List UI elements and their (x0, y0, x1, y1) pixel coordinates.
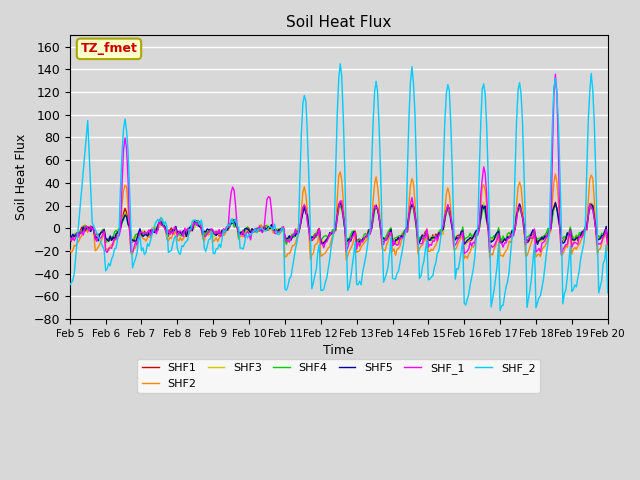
SHF5 (81, 228, 88, 233)
SHF4 (374, 205, 381, 211)
SHF5 (166, 229, 173, 235)
SHF1 (66, 234, 74, 240)
SHF1 (388, 243, 396, 249)
SHF_2 (374, 89, 381, 95)
SHF5 (540, 237, 547, 242)
X-axis label: Time: Time (323, 344, 354, 357)
SHF_1 (81, 227, 88, 232)
SHF4 (166, 230, 173, 236)
SHF_1 (538, 240, 546, 246)
SHF_1 (66, 235, 74, 241)
SHF_2 (404, 166, 412, 171)
SHF5 (392, 238, 399, 243)
SHF4 (404, 227, 412, 233)
SHF2 (66, 247, 74, 252)
SHF2 (405, 201, 413, 206)
SHF3 (66, 235, 74, 241)
SHF_1 (604, 241, 612, 247)
SHF2 (604, 248, 612, 253)
SHF1 (166, 228, 173, 233)
SHF4 (604, 234, 612, 240)
SHF_1 (402, 228, 410, 233)
SHF3 (604, 235, 612, 241)
SHF4 (392, 235, 399, 240)
Text: TZ_fmet: TZ_fmet (81, 42, 138, 55)
SHF1 (81, 228, 88, 234)
SHF5 (604, 240, 612, 245)
SHF3 (392, 241, 399, 247)
SHF_2 (81, 152, 88, 157)
Line: SHF1: SHF1 (70, 202, 608, 246)
SHF_1 (552, 72, 559, 77)
SHF_2 (166, 249, 173, 254)
SHF_2 (337, 61, 344, 67)
Line: SHF5: SHF5 (70, 203, 608, 245)
SHF_2 (392, 276, 399, 282)
SHF4 (588, 202, 595, 207)
SHF_1 (390, 238, 398, 243)
SHF5 (66, 233, 74, 239)
SHF3 (356, 245, 364, 251)
SHF3 (81, 221, 88, 227)
Line: SHF_1: SHF_1 (70, 74, 608, 254)
SHF1 (393, 239, 401, 244)
SHF3 (480, 199, 488, 205)
SHF_1 (557, 251, 565, 257)
SHF1 (405, 213, 413, 218)
Y-axis label: Soil Heat Flux: Soil Heat Flux (15, 134, 28, 220)
SHF_2 (604, 290, 612, 296)
Line: SHF3: SHF3 (70, 202, 608, 248)
SHF5 (404, 223, 412, 228)
SHF_1 (166, 231, 173, 237)
SHF4 (66, 238, 74, 244)
Line: SHF_2: SHF_2 (70, 64, 608, 311)
SHF4 (540, 235, 547, 240)
SHF1 (337, 199, 344, 205)
SHF_1 (372, 205, 380, 211)
SHF_2 (496, 308, 504, 313)
SHF_2 (66, 282, 74, 288)
SHF1 (604, 235, 612, 241)
SHF3 (166, 232, 173, 238)
SHF5 (552, 200, 559, 206)
SHF3 (404, 228, 412, 234)
SHF2 (541, 243, 548, 249)
Line: SHF2: SHF2 (70, 172, 608, 260)
SHF_2 (541, 264, 548, 270)
Legend: SHF1, SHF2, SHF3, SHF4, SHF5, SHF_1, SHF_2: SHF1, SHF2, SHF3, SHF4, SHF5, SHF_1, SHF… (138, 359, 540, 393)
SHF1 (374, 206, 381, 212)
SHF3 (541, 233, 548, 239)
Title: Soil Heat Flux: Soil Heat Flux (286, 15, 392, 30)
SHF2 (166, 235, 173, 240)
SHF4 (81, 223, 88, 228)
SHF2 (81, 226, 88, 232)
Line: SHF4: SHF4 (70, 204, 608, 244)
SHF1 (541, 233, 548, 239)
SHF2 (342, 257, 350, 263)
SHF2 (337, 169, 344, 175)
SHF5 (374, 206, 381, 212)
SHF2 (393, 247, 401, 252)
SHF2 (375, 199, 383, 205)
SHF3 (374, 207, 381, 213)
SHF4 (283, 241, 291, 247)
SHF5 (353, 242, 360, 248)
